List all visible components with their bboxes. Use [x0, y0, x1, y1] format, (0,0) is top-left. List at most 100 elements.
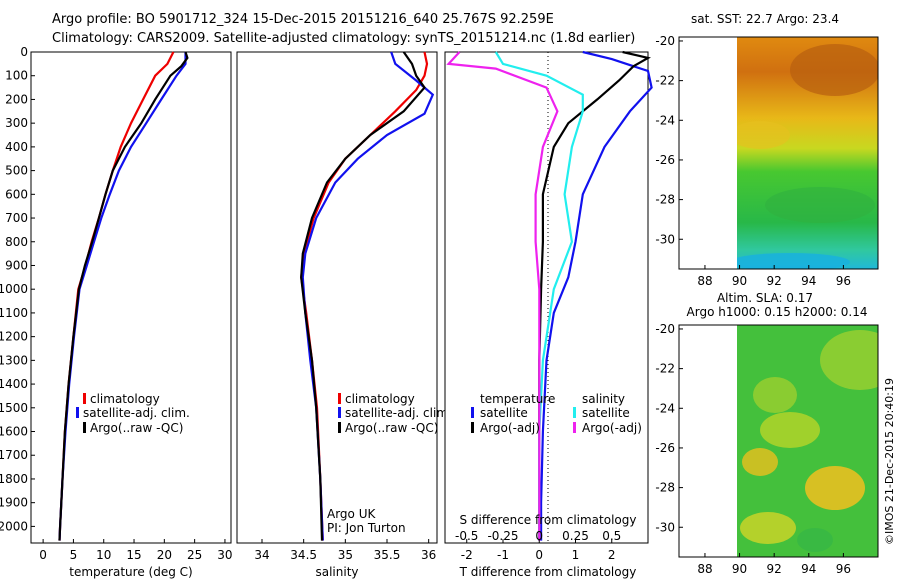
- t-difference-x-axis: -2 -1 0 1 2: [461, 539, 616, 562]
- map-y-tick-label: -20: [655, 34, 675, 48]
- depth-tick-label: 600: [5, 187, 28, 201]
- legend-swatch-climatology: [83, 393, 86, 404]
- sst-map-axes: 88 90 92 94 96 -20 -22 -24 -26 -28 -30: [655, 34, 851, 288]
- legend-label-satellite: satellite-adj. clim.: [83, 406, 190, 420]
- depth-tick-label: 1500: [0, 401, 28, 415]
- map-x-tick-label: 88: [697, 274, 712, 288]
- map-y-tick-label: -22: [655, 362, 675, 376]
- legend-swatch-climatology: [338, 393, 341, 404]
- map-y-tick-label: -30: [655, 232, 675, 246]
- sla-patch: [820, 330, 878, 390]
- sla-map-title-2: Argo h1000: 0.15 h2000: 0.14: [687, 305, 868, 319]
- legend-title-salinity: salinity: [582, 392, 625, 406]
- map-y-tick-label: -28: [655, 193, 675, 207]
- x-tick-label: 34: [254, 548, 269, 562]
- s-difference-xlabel: S difference from climatology: [460, 513, 637, 527]
- x-tick-label: -1: [497, 548, 509, 562]
- sst-map-panel: sat. SST: 22.7 Argo: 23.4 88 90 92 94 96 -20 -…: [655, 12, 879, 288]
- series-line-argo-raw-qc-: [58, 51, 189, 541]
- legend-label-argo: Argo(..raw -QC): [345, 421, 438, 435]
- x-tick-label: 35: [338, 548, 353, 562]
- sla-patch: [797, 528, 833, 552]
- x-tick-label: 34.5: [290, 548, 317, 562]
- sla-high-patch: [805, 466, 865, 510]
- x-tick-label: 0: [535, 548, 543, 562]
- x-tick-label: 2: [608, 548, 616, 562]
- x-tick-label: 20: [157, 548, 172, 562]
- difference-panel: -2 -1 0 1 2 -0.5 -0.25 0 0.25 0.5 S difference f…: [444, 50, 653, 579]
- map-y-tick-label: -28: [655, 481, 675, 495]
- depth-tick-label: 200: [5, 92, 28, 106]
- sla-map-axes: 88 90 92 94 96 -20 -22 -24 -26 -28 -30: [655, 322, 851, 576]
- sst-map-title: sat. SST: 22.7 Argo: 23.4: [691, 12, 839, 26]
- legend-swatch-s-argo: [573, 422, 576, 433]
- depth-tick-label: 100: [5, 69, 28, 83]
- map-x-tick-label: 92: [767, 274, 782, 288]
- pi-label: PI: Jon Turton: [327, 521, 406, 535]
- series-line-temperature-satellite: [539, 50, 653, 541]
- footer-stamp: ©IMOS 21-Dec-2015 20:40:19: [883, 378, 896, 545]
- t-difference-xlabel: T difference from climatology: [459, 565, 637, 579]
- legend-label-s-satellite: satellite: [582, 406, 630, 420]
- depth-tick-label: 800: [5, 235, 28, 249]
- depth-tick-label: 1900: [0, 496, 28, 510]
- depth-tick-label: 1100: [0, 306, 28, 320]
- depth-tick-label: 700: [5, 211, 28, 225]
- map-y-tick-label: -26: [655, 153, 675, 167]
- depth-tick-label: 300: [5, 116, 28, 130]
- legend-label-t-satellite: satellite: [480, 406, 528, 420]
- depth-tick-label: 1600: [0, 425, 28, 439]
- sla-heatmap: [737, 325, 878, 557]
- map-x-tick-label: 94: [801, 274, 816, 288]
- depth-tick-label: 1000: [0, 282, 28, 296]
- x2-tick-label: -0.5: [455, 529, 478, 543]
- sst-patch: [737, 121, 790, 149]
- depth-tick-label: 1800: [0, 472, 28, 486]
- depth-tick-label: 400: [5, 140, 28, 154]
- depth-tick-label: 2000: [0, 519, 28, 533]
- legend-label-climatology: climatology: [345, 392, 415, 406]
- header-line-2: Climatology: CARS2009. Satellite-adjuste…: [52, 31, 635, 46]
- salinity-x-axis: 34 34.5 35 35.5 36: [254, 539, 436, 562]
- x-tick-label: 5: [70, 548, 78, 562]
- x-tick-label: 25: [187, 548, 202, 562]
- x2-tick-label: 0.25: [562, 529, 589, 543]
- legend-swatch-satellite: [76, 407, 79, 418]
- legend-title-temperature: temperature: [480, 392, 555, 406]
- series-line-salinity-argo-adj-: [446, 51, 559, 541]
- sla-patch: [742, 448, 778, 476]
- legend-label-climatology: climatology: [90, 392, 160, 406]
- legend-label-s-argo: Argo(-adj): [582, 421, 642, 435]
- salinity-xlabel: salinity: [315, 565, 358, 579]
- sla-patch: [760, 412, 820, 448]
- header-line-1: Argo profile: BO 5901712_324 15-Dec-2015…: [52, 12, 554, 27]
- map-y-tick-label: -30: [655, 520, 675, 534]
- argo-uk-label: Argo UK: [327, 507, 376, 521]
- legend-swatch-argo: [83, 422, 86, 433]
- temperature-x-axis: 0 5 10 15 20 25 30: [39, 539, 233, 562]
- x-tick-label: 15: [126, 548, 141, 562]
- x2-tick-label: 0.5: [602, 529, 621, 543]
- map-y-tick-label: -24: [655, 113, 675, 127]
- legend-swatch-t-satellite: [471, 407, 474, 418]
- depth-axis: 0 100 200 300 400 500 600 700 800 900 1000 1100 1200…: [0, 45, 449, 533]
- depth-tick-label: 1300: [0, 353, 28, 367]
- sla-patch: [753, 377, 797, 413]
- x-tick-label: 30: [217, 548, 232, 562]
- temperature-xlabel: temperature (deg C): [69, 565, 192, 579]
- legend-label-satellite: satellite-adj. clim.: [345, 406, 452, 420]
- legend-swatch-satellite: [338, 407, 341, 418]
- legend-swatch-s-satellite: [573, 407, 576, 418]
- map-x-tick-label: 90: [732, 562, 747, 576]
- legend-label-argo: Argo(..raw -QC): [90, 421, 183, 435]
- legend-swatch-t-argo: [471, 422, 474, 433]
- map-y-tick-label: -22: [655, 74, 675, 88]
- sst-heatmap: [737, 37, 878, 269]
- sst-map-frame: [678, 36, 879, 270]
- sla-patch: [740, 512, 796, 544]
- legend-swatch-argo: [338, 422, 341, 433]
- sla-map-title-1: Altim. SLA: 0.17: [717, 291, 813, 305]
- sla-map-frame: [678, 324, 879, 558]
- difference-legend: temperature satellite Argo(-adj) salinit…: [471, 392, 642, 435]
- map-x-tick-label: 88: [697, 562, 712, 576]
